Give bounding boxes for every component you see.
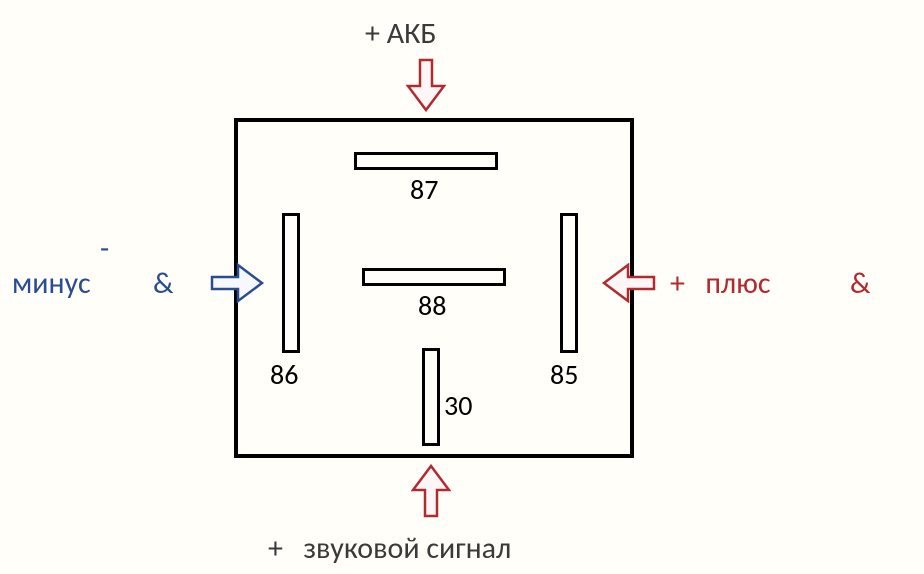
terminal-87 [354, 152, 498, 170]
right-label-amp: & [850, 265, 870, 302]
terminal-87-label: 87 [410, 172, 438, 207]
arrow-right-icon [210, 263, 266, 303]
left-label-text: минус [12, 265, 91, 302]
terminal-30 [422, 348, 440, 446]
bottom-label-prefix: + [268, 530, 283, 567]
terminal-85 [560, 213, 578, 353]
terminal-88-label: 88 [418, 288, 446, 323]
top-label-text: АКБ [387, 15, 437, 52]
terminal-86-label: 86 [270, 357, 298, 392]
left-label-amp: & [153, 265, 173, 302]
arrow-up-icon [411, 462, 451, 518]
arrow-down-icon [406, 58, 446, 114]
terminal-88 [362, 268, 506, 286]
right-label-text: плюс [705, 265, 770, 302]
top-label: + АКБ [365, 15, 437, 52]
top-label-prefix: + [365, 15, 380, 52]
right-label: + плюс [670, 265, 771, 302]
right-label-prefix: + [670, 265, 685, 302]
terminal-86 [282, 213, 300, 353]
terminal-30-label: 30 [444, 388, 472, 423]
left-label-prefix: - [100, 230, 109, 267]
bottom-label: + звуковой сигнал [268, 530, 511, 567]
terminal-85-label: 85 [550, 357, 578, 392]
bottom-label-text: звуковой сигнал [303, 530, 511, 567]
arrow-left-icon [600, 263, 656, 303]
